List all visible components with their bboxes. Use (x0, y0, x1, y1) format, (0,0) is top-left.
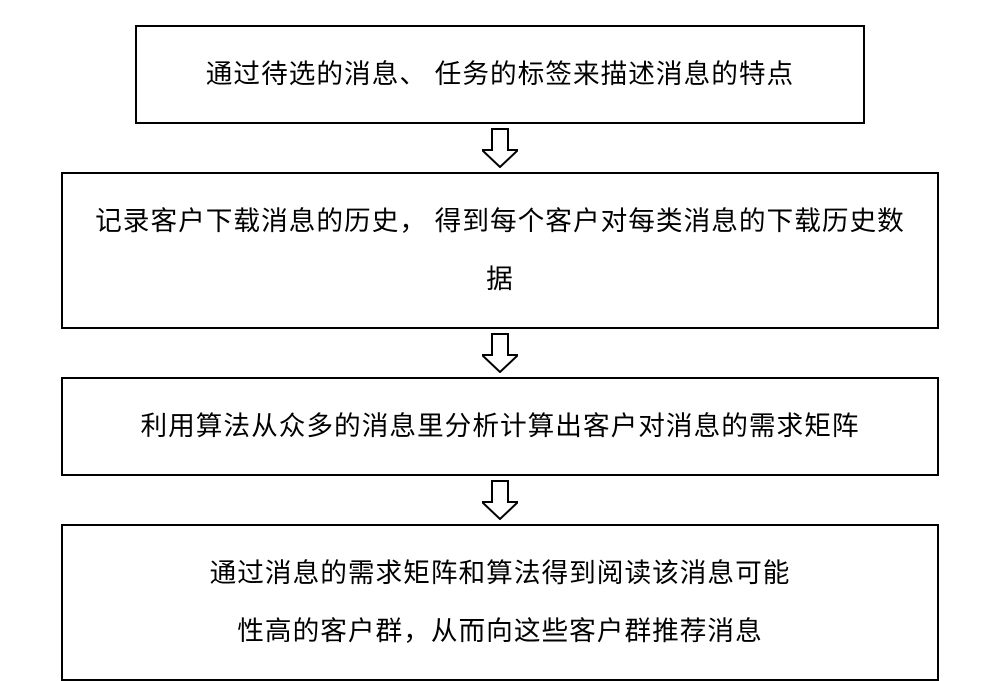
flow-step-text: 利用算法从众多的消息里分析计算出客户对消息的需求矩阵 (140, 397, 859, 456)
flow-step-text: 通过待选的消息、 任务的标签来描述消息的特点 (206, 45, 794, 104)
arrow-connector (482, 329, 518, 377)
down-arrow-icon (482, 480, 518, 520)
flow-step-text: 通过消息的需求矩阵和算法得到阅读该消息可能性高的客户群，从而向这些客户群推荐消息 (210, 544, 791, 661)
flow-step-2: 记录客户下载消息的历史， 得到每个客户对每类消息的下载历史数据 (61, 172, 939, 329)
flow-step-text: 记录客户下载消息的历史， 得到每个客户对每类消息的下载历史数据 (83, 192, 917, 309)
flow-step-1: 通过待选的消息、 任务的标签来描述消息的特点 (135, 25, 865, 124)
arrow-connector (482, 124, 518, 172)
arrow-connector (482, 476, 518, 524)
flow-step-4: 通过消息的需求矩阵和算法得到阅读该消息可能性高的客户群，从而向这些客户群推荐消息 (61, 524, 939, 681)
flow-step-3: 利用算法从众多的消息里分析计算出客户对消息的需求矩阵 (61, 377, 939, 476)
down-arrow-icon (482, 333, 518, 373)
down-arrow-icon (482, 128, 518, 168)
flowchart-container: 通过待选的消息、 任务的标签来描述消息的特点记录客户下载消息的历史， 得到每个客… (50, 25, 950, 681)
